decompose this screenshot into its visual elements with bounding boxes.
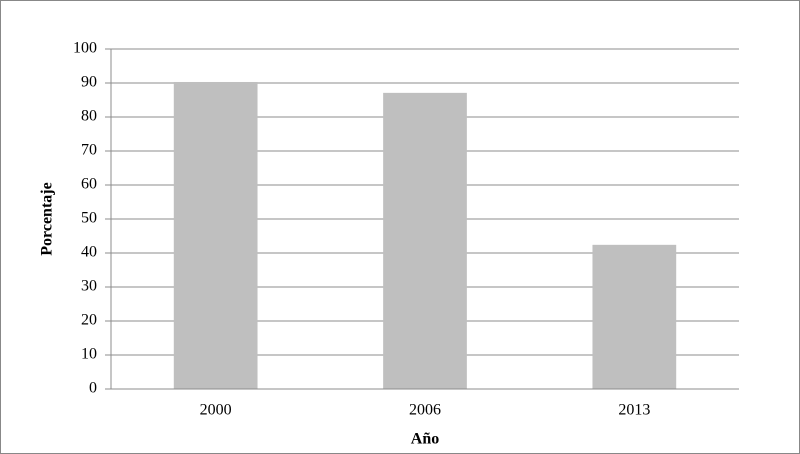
y-tick-label: 10 [81, 346, 97, 363]
y-tick-label: 90 [81, 74, 97, 91]
y-tick-label: 30 [81, 278, 97, 295]
x-tick-label: 2013 [618, 402, 650, 419]
y-tick-label: 20 [81, 312, 97, 329]
y-tick-label: 100 [73, 40, 97, 57]
bar [383, 92, 467, 390]
x-tick-label: 2000 [200, 402, 232, 419]
bar [173, 81, 258, 389]
y-tick-label: 70 [81, 142, 97, 159]
y-tick-label: 0 [89, 380, 97, 397]
bar [592, 244, 677, 389]
y-tick-label: 60 [81, 176, 97, 193]
x-tick-label: 2006 [409, 402, 441, 419]
y-tick-label: 40 [81, 244, 97, 261]
y-axis-title: Porcentaje [39, 182, 56, 255]
x-axis-title: Año [411, 431, 439, 448]
y-tick-label: 50 [81, 210, 97, 227]
y-tick-label: 80 [81, 108, 97, 125]
